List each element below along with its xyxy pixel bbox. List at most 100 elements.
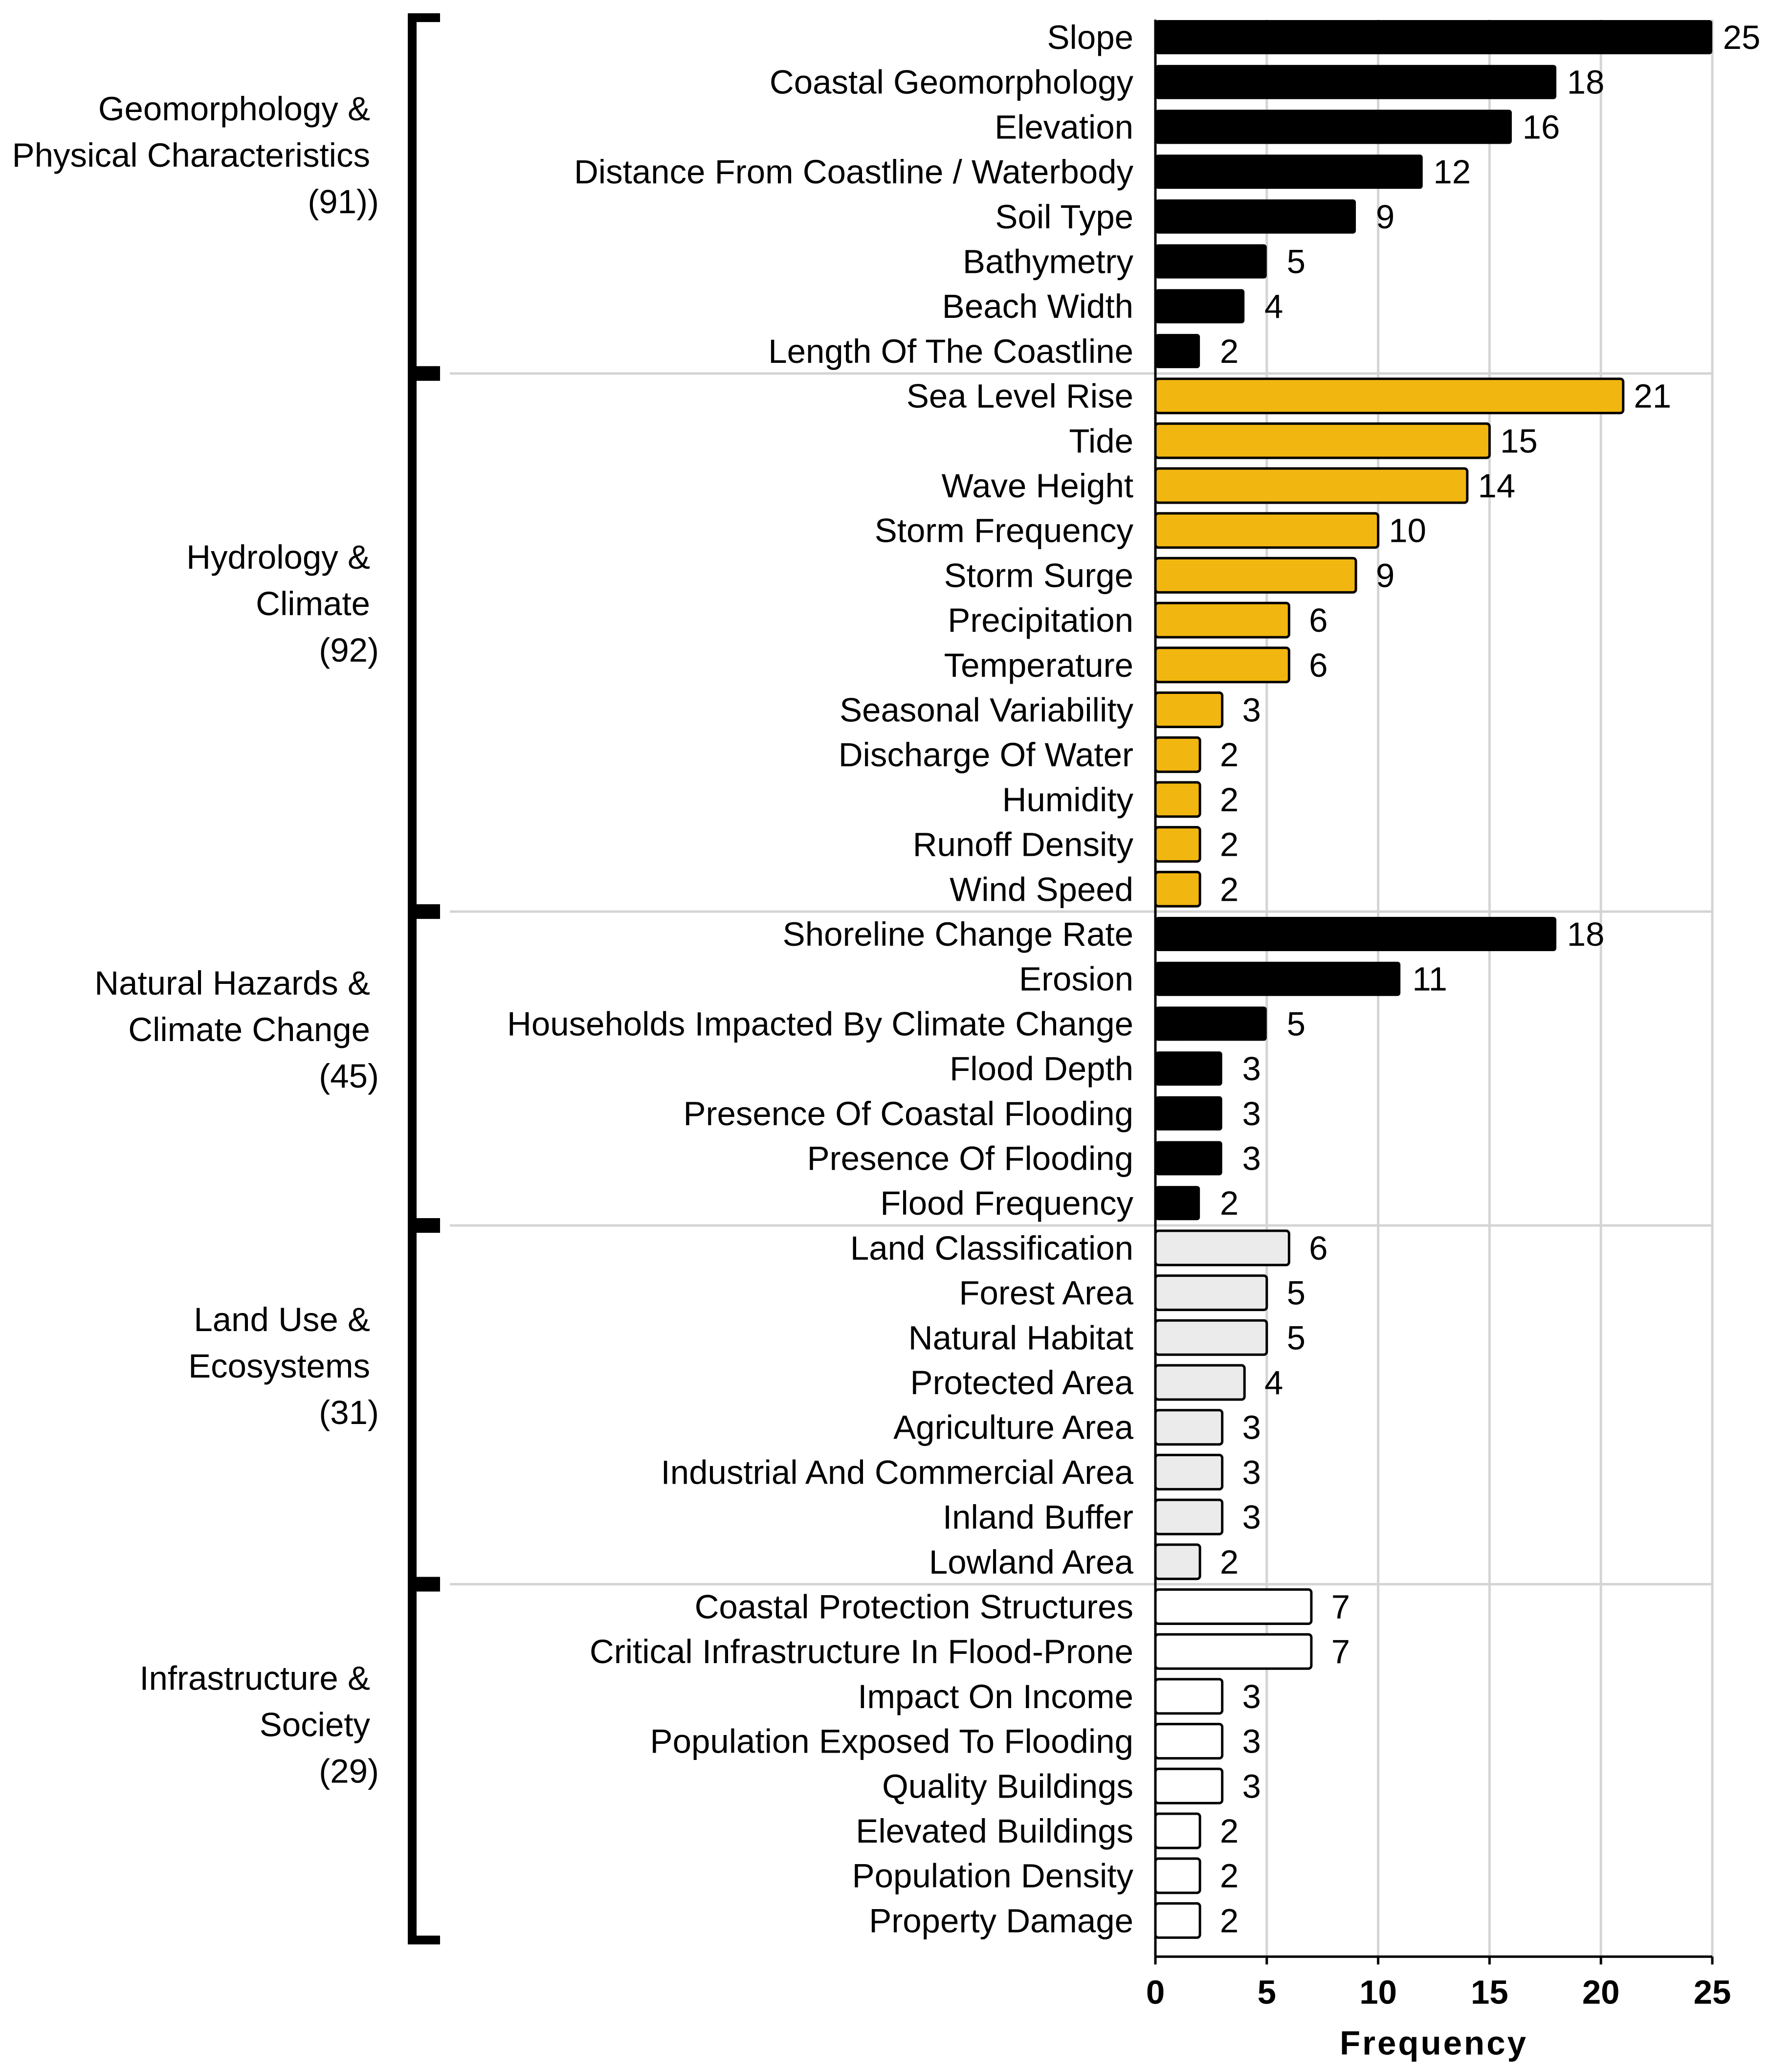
category-label: Coastal Geomorphology: [770, 64, 1134, 101]
value-label: 12: [1433, 153, 1471, 191]
group-label: Land Use &: [194, 1301, 370, 1338]
bar: [1154, 1229, 1290, 1267]
value-label: 2: [1220, 1812, 1239, 1850]
bar: [1154, 1767, 1224, 1804]
x-axis-title: Frequency: [1340, 2024, 1528, 2062]
value-label: 2: [1220, 781, 1239, 819]
group-count-label: (31): [319, 1394, 379, 1431]
bar: [1154, 467, 1469, 504]
bar: [1154, 781, 1201, 818]
bar: [1154, 1319, 1268, 1356]
bar: [1154, 646, 1290, 684]
bar: [1154, 826, 1201, 863]
value-label: 15: [1500, 422, 1538, 460]
bar: [1155, 961, 1401, 996]
category-label: Elevation: [995, 108, 1133, 146]
bar: [1155, 1051, 1222, 1086]
bar: [1155, 110, 1512, 144]
category-label: Wave Height: [942, 467, 1133, 505]
bar: [1155, 1141, 1222, 1176]
value-label: 3: [1242, 1723, 1261, 1760]
category-label: Property Damage: [869, 1902, 1133, 1939]
value-label: 6: [1309, 646, 1327, 684]
value-label: 3: [1242, 1095, 1261, 1133]
category-label: Discharge Of Water: [839, 736, 1133, 774]
group-label: Climate Change: [128, 1011, 370, 1048]
category-label: Forest Area: [959, 1274, 1133, 1312]
bar: [1155, 199, 1356, 234]
x-tick-label: 10: [1359, 1973, 1397, 2011]
value-label: 4: [1264, 288, 1283, 325]
value-label: 3: [1242, 1767, 1261, 1805]
value-label: 7: [1331, 1633, 1350, 1670]
bar: [1154, 422, 1491, 459]
category-label: Quality Buildings: [882, 1767, 1133, 1805]
bar: [1154, 512, 1380, 549]
x-tick-label: 15: [1471, 1973, 1508, 2011]
category-label: Runoff Density: [913, 826, 1134, 864]
bar: [1154, 601, 1290, 639]
category-label: Bathymetry: [963, 243, 1133, 281]
category-label: Temperature: [944, 646, 1133, 684]
group-label: Physical Characteristics: [12, 136, 370, 174]
category-label: Critical Infrastructure In Flood-Prone: [590, 1633, 1133, 1670]
category-label: Population Exposed To Flooding: [650, 1723, 1133, 1760]
bar: [1155, 1096, 1222, 1131]
category-label: Presence Of Coastal Flooding: [684, 1095, 1133, 1133]
group-label: Hydrology &: [186, 538, 370, 576]
x-tick-label: 25: [1694, 1973, 1731, 2011]
group-brackets: [408, 13, 440, 1945]
value-label: 5: [1287, 243, 1305, 281]
value-label: 2: [1220, 1902, 1239, 1939]
category-label: Slope: [1047, 19, 1133, 56]
category-label: Agriculture Area: [893, 1409, 1134, 1446]
bar: [1154, 1812, 1201, 1849]
group-bracket: [408, 13, 440, 375]
group-label: Society: [260, 1706, 371, 1743]
bar: [1154, 1857, 1201, 1894]
bar: [1154, 1364, 1246, 1401]
x-tick-label: 20: [1582, 1973, 1620, 2011]
category-label: Beach Width: [942, 288, 1133, 325]
category-label: Coastal Protection Structures: [695, 1588, 1133, 1626]
bar: [1154, 691, 1224, 728]
bar: [1154, 1723, 1224, 1760]
bar: [1154, 1453, 1224, 1491]
value-label: 2: [1220, 826, 1239, 864]
bars: [1154, 20, 1712, 1939]
group-bracket: [408, 910, 440, 1227]
value-label: 9: [1376, 556, 1394, 594]
group-separators: [450, 372, 1712, 1586]
x-tick-label: 0: [1146, 1973, 1165, 2011]
bar: [1155, 65, 1557, 99]
category-label: Presence Of Flooding: [807, 1140, 1133, 1178]
bar: [1155, 917, 1557, 951]
bar: [1154, 1409, 1224, 1446]
group-label: Geomorphology &: [98, 90, 370, 128]
category-label: Lowland Area: [929, 1543, 1134, 1581]
value-label: 11: [1412, 960, 1447, 998]
bar: [1154, 1902, 1201, 1939]
value-label: 3: [1242, 1453, 1261, 1491]
category-label: Sea Level Rise: [907, 378, 1133, 415]
group-label: Climate: [256, 585, 370, 623]
value-label: 10: [1389, 512, 1426, 550]
category-label: Storm Frequency: [875, 512, 1134, 550]
group-bracket: [408, 1582, 440, 1945]
category-label: Tide: [1069, 422, 1133, 460]
category-label: Inland Buffer: [943, 1498, 1133, 1536]
group-count-label: (29): [319, 1752, 379, 1790]
value-label: 2: [1220, 736, 1239, 774]
group-label: Infrastructure &: [139, 1659, 370, 1697]
category-label: Industrial And Commercial Area: [661, 1453, 1134, 1491]
category-label: Soil Type: [995, 198, 1133, 236]
category-label: Wind Speed: [950, 870, 1133, 908]
category-label: Precipitation: [948, 601, 1133, 639]
group-count-label: (45): [319, 1057, 379, 1095]
group-label: Natural Hazards &: [94, 964, 370, 1002]
bar: [1154, 556, 1357, 594]
value-label: 3: [1242, 1409, 1261, 1446]
bar: [1155, 244, 1267, 279]
